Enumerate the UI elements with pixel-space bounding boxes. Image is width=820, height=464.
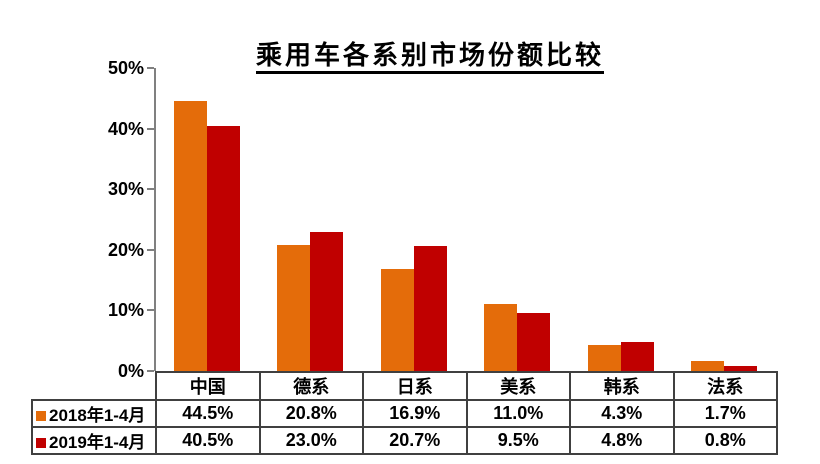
bar-2018年1-4月-中国 (173, 101, 207, 371)
bar-2019年1-4月-法系 (724, 366, 758, 371)
category-header-德系: 德系 (258, 371, 364, 401)
value-cell-2018年1-4月-日系: 16.9% (362, 399, 468, 428)
legend-row-label: 2018年1-4月 (31, 399, 157, 428)
bar-2018年1-4月-德系 (277, 244, 311, 371)
category-header-中国: 中国 (155, 371, 261, 401)
chart-title: 乘用车各系别市场份额比较 (255, 40, 604, 74)
series-row-2019年1-4月: 2019年1-4月 40.5% 23.0% 20.7% 9.5% 4.8% 0.8% (31, 426, 778, 455)
value-cell-2019年1-4月-美系: 9.5% (465, 426, 571, 455)
bar-2019年1-4月-韩系 (620, 341, 654, 371)
series-row-2018年1-4月: 2018年1-4月 44.5% 20.8% 16.9% 11.0% 4.3% 1.7% (31, 399, 778, 428)
y-axis-tick (147, 188, 154, 191)
bar-2018年1-4月-法系 (691, 360, 725, 371)
value-cell-2019年1-4月-中国: 40.5% (155, 426, 261, 455)
category-header-美系: 美系 (465, 371, 571, 401)
value-cell-2019年1-4月-韩系: 4.8% (569, 426, 675, 455)
value-cell-2019年1-4月-日系: 20.7% (362, 426, 468, 455)
y-axis-line (154, 68, 156, 371)
y-tick-label: 50% (107, 58, 144, 78)
y-tick-label: 10% (107, 300, 144, 321)
category-header-row: 中国 德系 日系 美系 韩系 法系 (32, 371, 778, 401)
value-cell-2018年1-4月-韩系: 4.3% (569, 399, 675, 428)
data-table-wrap: 中国 德系 日系 美系 韩系 法系 2018年1-4月 44.5% 20.8% 16.9% 11.0… (31, 371, 778, 455)
category-header-日系: 日系 (362, 371, 468, 401)
legend-row-label: 2019年1-4月 (31, 426, 157, 455)
bar-2019年1-4月-日系 (413, 245, 447, 371)
y-tick-label: 30% (107, 179, 144, 200)
y-axis-tick (147, 127, 154, 130)
bar-2019年1-4月-中国 (206, 125, 240, 371)
value-cell-2018年1-4月-美系: 11.0% (465, 399, 571, 428)
y-tick-label: 20% (107, 239, 144, 260)
value-cell-2018年1-4月-中国: 44.5% (155, 399, 261, 428)
value-cell-2018年1-4月-德系: 20.8% (258, 399, 364, 428)
bar-2018年1-4月-日系 (380, 268, 414, 371)
value-cell-2019年1-4月-法系: 0.8% (672, 426, 778, 455)
category-header-韩系: 韩系 (569, 371, 675, 401)
bar-2019年1-4月-美系 (517, 313, 551, 371)
y-axis-tick (147, 370, 154, 372)
legend-series-name: 2018年1-4月 (49, 406, 146, 425)
legend-series-name: 2019年1-4月 (49, 433, 146, 452)
legend-swatch-2018年1-4月 (36, 411, 46, 421)
chart-title-row: 乘用车各系别市场份额比较 (30, 40, 820, 75)
y-axis-tick (147, 309, 154, 312)
y-axis-tick (147, 248, 154, 251)
legend-swatch-2019年1-4月 (36, 438, 46, 448)
category-header-法系: 法系 (672, 371, 778, 401)
bar-2018年1-4月-美系 (484, 304, 518, 371)
value-cell-2019年1-4月-德系: 23.0% (258, 426, 364, 455)
bar-2018年1-4月-韩系 (587, 344, 621, 371)
y-tick-label: 0% (117, 361, 144, 381)
table-corner-blank (32, 372, 156, 400)
y-axis-tick (147, 67, 154, 69)
value-cell-2018年1-4月-法系: 1.7% (672, 399, 778, 428)
bar-2019年1-4月-德系 (310, 231, 344, 371)
y-tick-label: 40% (107, 118, 144, 139)
data-table: 中国 德系 日系 美系 韩系 法系 2018年1-4月 44.5% 20.8% 16.9% 11.0… (31, 371, 778, 455)
